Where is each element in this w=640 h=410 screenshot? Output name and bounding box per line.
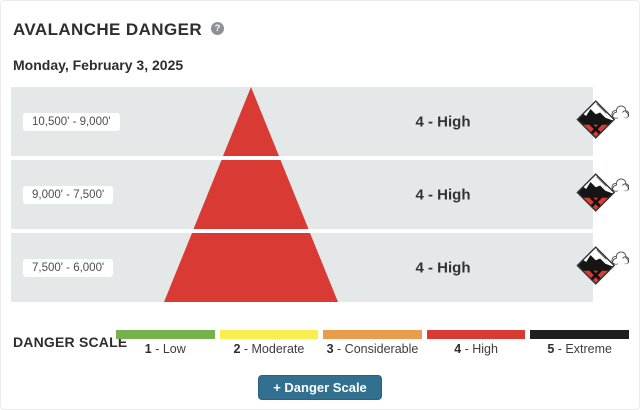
scale-level-high: 4 - High bbox=[426, 330, 526, 356]
scale-bar-low bbox=[116, 330, 215, 339]
scale-bar-moderate bbox=[219, 330, 319, 339]
forecast-date: Monday, February 3, 2025 bbox=[13, 57, 184, 73]
avalanche-danger-high-icon bbox=[573, 171, 630, 218]
scale-bar-considerable bbox=[323, 330, 422, 339]
elevation-band-upper: 10,500' - 9,000' 4 - High bbox=[11, 87, 630, 156]
scale-level-considerable: 3 - Considerable bbox=[323, 330, 422, 356]
danger-rating: 4 - High bbox=[415, 113, 471, 130]
scale-bar-high bbox=[426, 330, 526, 339]
elevation-label: 7,500' - 6,000' bbox=[23, 258, 114, 277]
button-row: + Danger Scale bbox=[1, 375, 639, 400]
scale-level-low: 1 - Low bbox=[116, 330, 215, 356]
danger-rating: 4 - High bbox=[415, 259, 471, 276]
scale-bar-extreme bbox=[530, 330, 629, 339]
elevation-label: 9,000' - 7,500' bbox=[23, 185, 114, 204]
danger-scale-section: DANGER SCALE 1 - Low 2 - Moderate 3 - Co… bbox=[13, 330, 629, 356]
help-icon[interactable]: ? bbox=[211, 22, 224, 35]
elevation-bands: 10,500' - 9,000' 4 - High bbox=[11, 87, 630, 306]
scale-level-extreme: 5 - Extreme bbox=[530, 330, 629, 356]
avalanche-danger-high-icon bbox=[573, 244, 630, 291]
scale-level-moderate: 2 - Moderate bbox=[219, 330, 319, 356]
elevation-band-lower: 7,500' - 6,000' 4 - High bbox=[11, 233, 630, 302]
danger-rating: 4 - High bbox=[415, 186, 471, 203]
elevation-label: 10,500' - 9,000' bbox=[23, 112, 120, 131]
danger-scale-button[interactable]: + Danger Scale bbox=[258, 375, 382, 400]
page-title: AVALANCHE DANGER bbox=[13, 20, 202, 39]
header: AVALANCHE DANGER ? bbox=[13, 20, 224, 40]
avalanche-danger-high-icon bbox=[573, 98, 630, 145]
danger-scale-levels: 1 - Low 2 - Moderate 3 - Considerable 4 … bbox=[116, 330, 629, 356]
elevation-band-middle: 9,000' - 7,500' 4 - High bbox=[11, 160, 630, 229]
danger-scale-label: DANGER SCALE bbox=[13, 334, 128, 350]
